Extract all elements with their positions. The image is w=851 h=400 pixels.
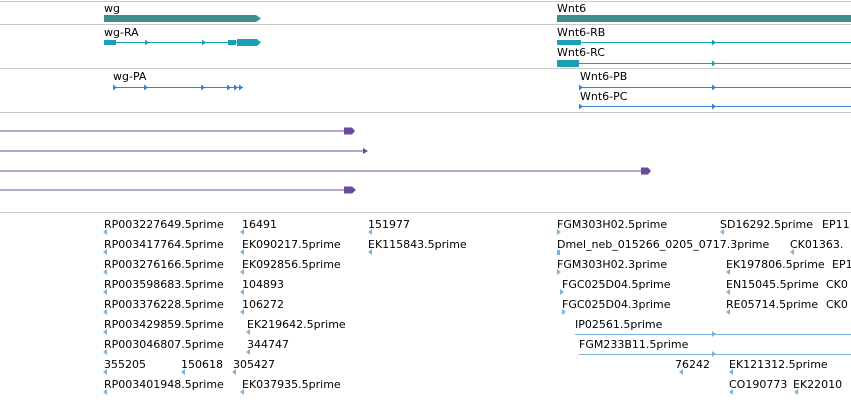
est-label[interactable]: FGC025D04.5prime — [562, 278, 671, 291]
est-label[interactable]: FGM303H02.3prime — [557, 258, 668, 271]
est-label[interactable]: FGC025D04.3prime — [562, 298, 671, 311]
est-label[interactable]: EK121312.5prime — [729, 358, 828, 371]
est-label[interactable]: 150618 — [181, 358, 223, 371]
est-label[interactable]: RP003376228.5prime — [104, 298, 224, 311]
est-label[interactable]: IP02561.5prime — [575, 318, 663, 331]
protein-track — [113, 84, 851, 110]
est-label[interactable]: SD16292.5prime — [720, 218, 813, 231]
est-label[interactable]: 16491 — [242, 218, 277, 231]
est-label[interactable]: EK092856.5prime — [242, 258, 341, 271]
est-label[interactable]: EK197806.5prime — [726, 258, 825, 271]
transcript-track — [104, 39, 851, 67]
gene-wnt6-glyph[interactable] — [557, 15, 851, 22]
alignment-feature[interactable] — [0, 148, 368, 154]
est-label[interactable]: CK01363. — [790, 238, 844, 251]
est-label[interactable]: EP11 — [822, 218, 850, 231]
est-label[interactable]: 344747 — [247, 338, 289, 351]
est-label[interactable]: FGM303H02.5prime — [557, 218, 668, 231]
protein-label-wg-pa[interactable]: wg-PA — [113, 70, 147, 83]
est-label[interactable]: 305427 — [233, 358, 275, 371]
est-label[interactable]: CK0 — [826, 278, 848, 291]
est-label[interactable]: RP003598683.5prime — [104, 278, 224, 291]
transcript-wnt6-rb-glyph[interactable] — [557, 39, 851, 46]
est-label[interactable]: CO190773 — [729, 378, 788, 391]
alignment-feature[interactable] — [0, 167, 651, 175]
est-label[interactable]: 104893 — [242, 278, 284, 291]
est-label[interactable]: RP003429859.5prime — [104, 318, 224, 331]
est-track-lines — [575, 334, 851, 355]
alignment-feature[interactable] — [0, 186, 356, 194]
est-label[interactable]: FGM233B11.5prime — [579, 338, 689, 351]
track-separator — [0, 212, 851, 213]
protein-wnt6-pb-glyph[interactable] — [579, 84, 851, 91]
est-label[interactable]: 106272 — [242, 298, 284, 311]
protein-label-wnt6-pb[interactable]: Wnt6-PB — [580, 70, 628, 83]
transcript-label-wnt6-rb[interactable]: Wnt6-RB — [557, 26, 606, 39]
est-label[interactable]: EP1 — [832, 258, 851, 271]
transcript-wg-ra-glyph[interactable] — [104, 39, 261, 46]
est-label[interactable]: RP003401948.5prime — [104, 378, 224, 391]
est-label[interactable]: 151977 — [368, 218, 410, 231]
est-label[interactable]: 76242 — [675, 358, 710, 371]
est-label[interactable]: 355205 — [104, 358, 146, 371]
est-label[interactable]: EK22010 — [793, 378, 843, 391]
transcript-label-wg-ra[interactable]: wg-RA — [104, 26, 139, 39]
protein-wg-pa-glyph[interactable] — [113, 84, 243, 91]
protein-wnt6-pc-glyph[interactable] — [579, 103, 851, 110]
est-label[interactable]: EK037935.5prime — [242, 378, 341, 391]
gene-label-wnt6[interactable]: Wnt6 — [557, 2, 587, 15]
est-label[interactable]: EK115843.5prime — [368, 238, 467, 251]
gene-wg-glyph[interactable] — [104, 15, 261, 22]
track-separator — [0, 112, 851, 113]
est-label[interactable]: CK0 — [826, 298, 848, 311]
est-label[interactable]: RP003417764.5prime — [104, 238, 224, 251]
est-label[interactable]: RE05714.5prime — [726, 298, 819, 311]
transcript-label-wnt6-rc[interactable]: Wnt6-RC — [557, 46, 605, 59]
protein-label-wnt6-pc[interactable]: Wnt6-PC — [580, 90, 628, 103]
est-label[interactable]: Dmel_neb_015266_0205_0717.3prime — [557, 238, 770, 251]
gene-label-wg[interactable]: wg — [104, 2, 120, 15]
track-separator — [0, 1, 851, 2]
est-label[interactable]: EK090217.5prime — [242, 238, 341, 251]
est-label[interactable]: EK219642.5prime — [247, 318, 346, 331]
transcript-wnt6-rc-glyph[interactable] — [557, 60, 851, 67]
alignment-feature[interactable] — [0, 127, 355, 135]
gene-track — [104, 15, 851, 22]
alignment-track — [0, 127, 651, 194]
est-label[interactable]: RP003227649.5prime — [104, 218, 224, 231]
est-label[interactable]: EN15045.5prime — [726, 278, 819, 291]
est-label[interactable]: RP003276166.5prime — [104, 258, 224, 271]
track-separator — [0, 24, 851, 25]
track-separator — [0, 68, 851, 69]
est-label[interactable]: RP003046807.5prime — [104, 338, 224, 351]
